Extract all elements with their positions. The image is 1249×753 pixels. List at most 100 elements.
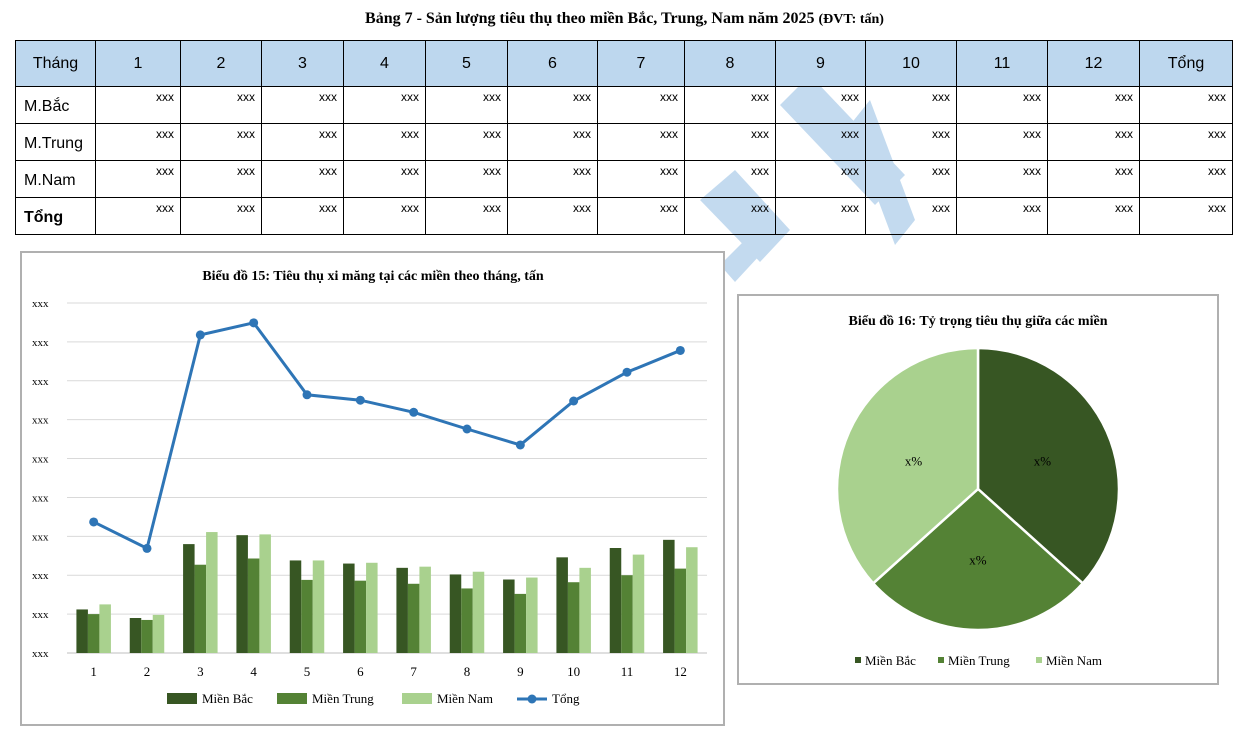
table-cell: xxx bbox=[507, 197, 598, 235]
table-cell: xxx bbox=[956, 197, 1048, 235]
pie-slice bbox=[835, 346, 980, 586]
bar-Miền Nam bbox=[579, 567, 591, 653]
pie-slice-label: x% bbox=[969, 553, 987, 568]
bar-Miền Bắc bbox=[76, 609, 88, 653]
line-point bbox=[195, 330, 205, 340]
table-row: M.Nam xxx xxx xxx xxx xxx xxx xxx xxx xxx xxx xxx xx… bbox=[15, 160, 1233, 198]
table-cell: xxx bbox=[180, 86, 262, 124]
table-cell: xxx bbox=[507, 123, 598, 161]
table-cell: xxx bbox=[180, 160, 262, 198]
table-header-cell: 3 bbox=[261, 40, 344, 87]
y-tick-label: xxx bbox=[32, 609, 49, 621]
table-cell: xxx bbox=[684, 86, 776, 124]
pie-slice-label: x% bbox=[905, 453, 923, 468]
table-cell: xxx bbox=[1139, 197, 1233, 235]
bar-Miền Bắc bbox=[343, 563, 355, 653]
y-tick-label: xxx bbox=[32, 454, 49, 466]
table-header-cell: 2 bbox=[180, 40, 262, 87]
bar-Miền Nam bbox=[366, 562, 378, 653]
legend-label: Miền Bắc bbox=[202, 691, 253, 706]
x-tick-label: 2 bbox=[144, 664, 151, 679]
table-cell: xxx bbox=[775, 197, 866, 235]
chart-16-title: Biểu đồ 16: Tỷ trọng tiêu thụ giữa các m… bbox=[849, 314, 1108, 329]
chart-15-panel: Biểu đồ 15: Tiêu thụ xi măng tại các miề… bbox=[20, 251, 725, 726]
table-header-cell: 6 bbox=[507, 40, 598, 87]
bar-Miền Bắc bbox=[556, 557, 568, 653]
bar-Miền Bắc bbox=[609, 548, 622, 653]
table-title: Bảng 7 - Sản lượng tiêu thụ theo miền Bắ… bbox=[0, 10, 1249, 28]
y-tick-label: xxx bbox=[32, 648, 49, 660]
table-cell: xxx bbox=[597, 86, 685, 124]
bar-Miền Nam bbox=[419, 566, 431, 653]
table-row: Tổng xxx xxx xxx xxx xxx xxx xxx xxx xxx xxx xxx xxx… bbox=[15, 197, 1233, 235]
table-cell: xxx bbox=[775, 160, 866, 198]
table-unit: (ĐVT: tấn) bbox=[818, 12, 884, 27]
watermark-shape bbox=[720, 240, 760, 282]
bar-Miền Trung bbox=[141, 619, 153, 653]
bar-Miền Trung bbox=[567, 582, 580, 653]
table-cell: xxx bbox=[1047, 160, 1140, 198]
x-tick-label: 5 bbox=[304, 664, 311, 679]
table-cell: xxx bbox=[775, 86, 866, 124]
legend-swatch bbox=[402, 693, 432, 704]
table-cell: xxx bbox=[597, 197, 685, 235]
table-header-row: Tháng 1 2 3 4 5 6 7 8 9 10 11 12 Tổng bbox=[15, 40, 1233, 87]
bar-Miền Nam bbox=[686, 547, 698, 653]
bar-Miền Trung bbox=[247, 558, 260, 653]
chart-16: Biểu đồ 16: Tỷ trọng tiêu thụ giữa các m… bbox=[835, 314, 1121, 668]
legend-label: Miền Nam bbox=[437, 691, 493, 706]
table-cell: xxx bbox=[343, 123, 426, 161]
table-cell: xxx bbox=[261, 123, 344, 161]
table-cell: xxx bbox=[956, 86, 1048, 124]
table-cell: xxx bbox=[425, 160, 508, 198]
legend-label: Tổng bbox=[552, 691, 580, 706]
table-cell: xxx bbox=[1139, 123, 1233, 161]
legend-label: Miền Trung bbox=[312, 691, 374, 706]
table-row: M.Bắc xxx xxx xxx xxx xxx xxx xxx xxx xxx xxx xxx xx… bbox=[15, 86, 1233, 124]
legend-swatch-marker bbox=[527, 694, 537, 704]
bar-Miền Bắc bbox=[503, 579, 515, 653]
bar-Miền Nam bbox=[472, 571, 485, 653]
table-cell: xxx bbox=[865, 160, 957, 198]
legend-label: Miền Trung bbox=[948, 653, 1010, 668]
bar-Miền Bắc bbox=[236, 535, 248, 653]
bar-Miền Trung bbox=[621, 575, 633, 653]
table-header-cell: 10 bbox=[865, 40, 957, 87]
y-tick-label: xxx bbox=[32, 415, 49, 427]
bar-Miền Bắc bbox=[396, 567, 408, 653]
x-tick-label: 12 bbox=[674, 664, 687, 679]
bar-Miền Bắc bbox=[129, 618, 142, 653]
table-row-label: Tổng bbox=[15, 197, 96, 235]
table-cell: xxx bbox=[1139, 86, 1233, 124]
line-point bbox=[302, 390, 312, 400]
table-row-label: M.Bắc bbox=[15, 86, 96, 124]
table-header-cell: 5 bbox=[425, 40, 508, 87]
table-cell: xxx bbox=[343, 86, 426, 124]
table-cell: xxx bbox=[507, 86, 598, 124]
bar-Miền Nam bbox=[312, 560, 325, 653]
table-header-cell: 8 bbox=[684, 40, 776, 87]
line-point bbox=[622, 367, 632, 377]
bar-Miền Trung bbox=[194, 564, 207, 653]
bar-Miền Trung bbox=[354, 580, 367, 653]
legend-swatch bbox=[938, 657, 944, 663]
pie-slice bbox=[976, 346, 1121, 586]
y-tick-label: xxx bbox=[32, 337, 49, 349]
line-series bbox=[93, 321, 681, 551]
y-tick-label: xxx bbox=[32, 298, 49, 310]
table-cell: xxx bbox=[261, 160, 344, 198]
legend-swatch bbox=[1036, 657, 1042, 663]
table-cell: xxx bbox=[684, 160, 776, 198]
bar-Miền Trung bbox=[87, 614, 100, 653]
table-cell: xxx bbox=[956, 160, 1048, 198]
table-cell: xxx bbox=[597, 123, 685, 161]
table-header-cell: 9 bbox=[775, 40, 866, 87]
table-header-cell: 7 bbox=[597, 40, 685, 87]
legend-swatch bbox=[167, 693, 197, 704]
table-cell: xxx bbox=[775, 123, 866, 161]
table-header-cell: Tổng bbox=[1139, 40, 1233, 87]
table-header-cell: 11 bbox=[956, 40, 1048, 87]
table-cell: xxx bbox=[865, 86, 957, 124]
chart-15-title: Biểu đồ 15: Tiêu thụ xi măng tại các miề… bbox=[202, 269, 544, 284]
table-title-text: Bảng 7 - Sản lượng tiêu thụ theo miền Bắ… bbox=[365, 10, 815, 27]
